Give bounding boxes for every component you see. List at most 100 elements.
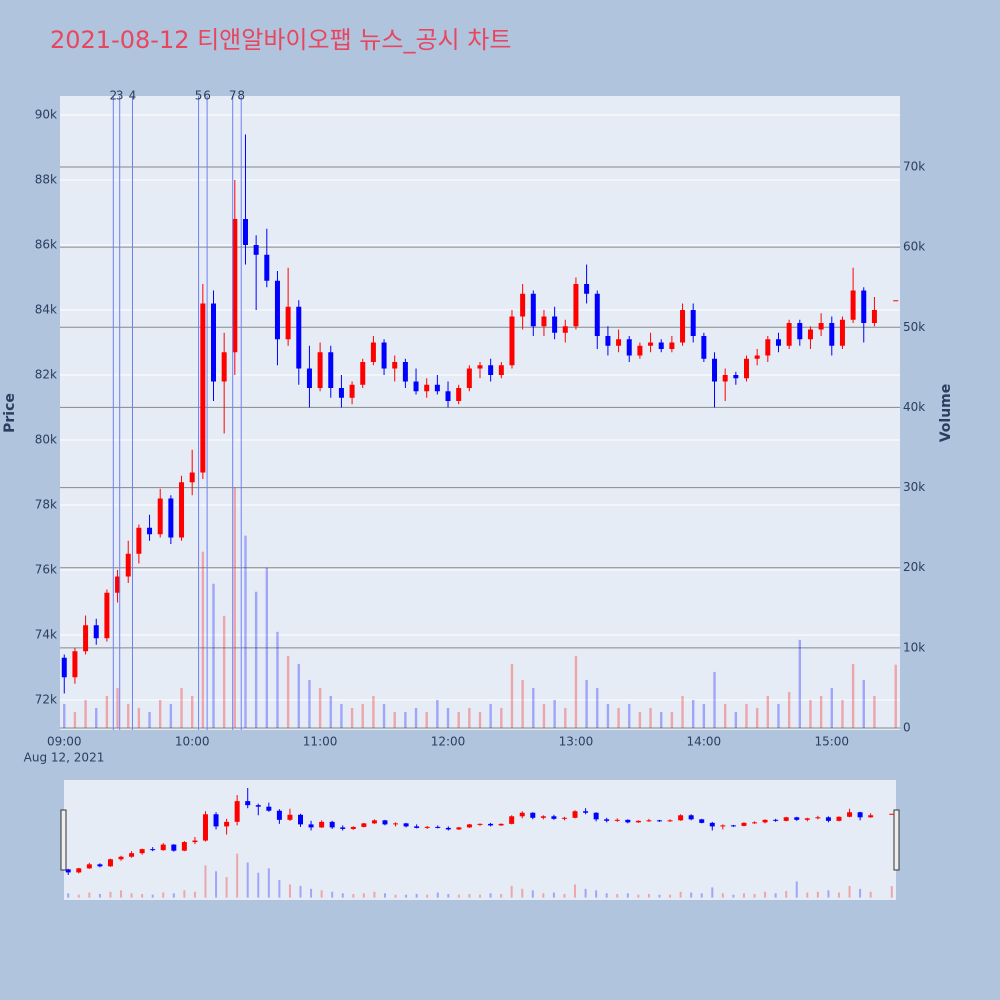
slider-candle-body: [804, 818, 810, 820]
volume-bar: [585, 679, 588, 728]
slider-candle-body: [150, 849, 156, 851]
slider-candle-body: [202, 814, 208, 841]
candle-body: [424, 384, 430, 392]
slider-volume-bar: [109, 891, 112, 898]
slider-volume-bar: [531, 890, 534, 898]
volume-bar: [574, 655, 578, 728]
volume-bar: [222, 615, 226, 728]
volume-bar: [190, 695, 194, 728]
candle-body: [743, 358, 749, 379]
volume-bar: [755, 707, 759, 728]
range-slider[interactable]: [64, 780, 896, 900]
slider-candle-body: [298, 814, 304, 825]
candle-body: [488, 365, 494, 376]
candle-body: [104, 592, 110, 639]
candle-body: [637, 345, 643, 356]
slider-handle[interactable]: [893, 809, 900, 871]
slider-candle-body: [656, 820, 662, 822]
slider-candle-body: [245, 801, 251, 806]
slider-candle-body: [783, 817, 789, 821]
slider-volume-bar: [658, 894, 661, 898]
slider-volume-bar: [848, 885, 851, 898]
slider-candle-body: [287, 814, 293, 820]
slider-volume-bar: [151, 894, 154, 898]
candle-body: [520, 293, 526, 317]
slider-candle-body: [393, 823, 399, 825]
volume-bar: [148, 711, 151, 728]
y-tick-label: 80k: [35, 433, 57, 447]
slider-candle-body: [583, 811, 589, 813]
slider-volume-bar: [77, 894, 80, 898]
candle-body: [775, 339, 781, 346]
slider-candle-body: [340, 827, 346, 829]
volume-bar: [180, 687, 183, 728]
volume-bar: [404, 711, 407, 728]
candle-body: [690, 310, 696, 337]
volume-bar: [425, 711, 428, 728]
slider-candle-body: [234, 801, 240, 822]
volume-bar: [169, 703, 173, 728]
volume-bar: [596, 687, 599, 728]
candle-body: [861, 290, 867, 324]
volume-bar: [510, 663, 514, 728]
candle-body: [392, 362, 398, 369]
slider-candle-body: [773, 819, 779, 821]
slider-candle-body: [181, 842, 187, 851]
slider-volume-bar: [415, 893, 418, 898]
volume-bar: [617, 707, 620, 728]
slider-volume-bar: [595, 890, 598, 898]
candle-body: [242, 219, 248, 246]
volume-bar: [553, 699, 556, 728]
slider-volume-bar: [457, 894, 460, 898]
slider-candle-body: [213, 814, 219, 827]
slider-volume-bar: [890, 886, 893, 898]
candle-body: [616, 339, 622, 346]
volume-bar: [116, 687, 119, 728]
slider-candle-body: [730, 825, 736, 827]
slider-volume-bar: [288, 884, 291, 898]
volume-bar: [63, 703, 66, 728]
chart-title: 2021-08-12 티앤알바이오팹 뉴스_공시 차트: [50, 26, 511, 54]
candle-body: [733, 375, 739, 379]
slider-candle-body: [477, 823, 483, 825]
news-label: 3: [116, 89, 124, 103]
volume-bar: [73, 711, 77, 728]
slider-candle-body: [97, 864, 103, 867]
volume-bar: [766, 695, 770, 728]
candle-body: [285, 306, 291, 340]
volume-bar: [628, 703, 631, 728]
candle-body: [72, 651, 78, 678]
slider-candle-body: [488, 823, 494, 826]
slider-candle-body: [129, 853, 135, 857]
slider-candle-body: [847, 812, 853, 817]
slider-volume-bar: [721, 893, 724, 898]
volume-bar: [105, 695, 109, 728]
slider-volume-bar: [479, 894, 481, 898]
slider-volume-bar: [436, 892, 439, 898]
volume-bar: [723, 703, 727, 728]
slider-candle-body: [435, 826, 441, 828]
slider-candle-body: [857, 812, 863, 818]
slider-volume-bar: [352, 893, 355, 898]
slider-candle-body: [266, 806, 272, 811]
volume-bar: [244, 535, 247, 728]
y2-tick-label: 0: [903, 720, 911, 734]
candle-body: [829, 323, 835, 346]
slider-volume-bar: [236, 853, 239, 898]
candle-body: [594, 293, 600, 337]
candle-body: [168, 498, 174, 538]
slider-candle-body: [614, 819, 620, 821]
candle-body: [147, 527, 153, 535]
slider-volume-bar: [563, 893, 566, 898]
slider-handle[interactable]: [60, 809, 67, 871]
slider-volume-bar: [426, 894, 429, 898]
slider-volume-bar: [383, 893, 386, 898]
slider-volume-bar: [806, 892, 809, 898]
slider-volume-bar: [626, 893, 629, 898]
candle-body: [712, 358, 718, 382]
candle-body: [498, 365, 504, 376]
slider-volume-bar: [574, 884, 577, 898]
slider-volume-bar: [98, 893, 101, 898]
volume-bar: [393, 711, 396, 728]
candle-body: [93, 625, 99, 639]
